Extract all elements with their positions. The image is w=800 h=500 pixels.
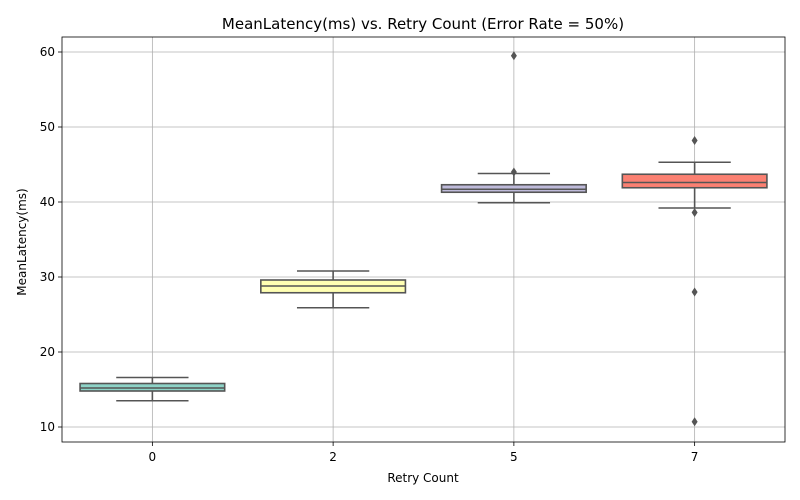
y-tick-label: 50 (40, 120, 55, 134)
box-2 (260, 270, 407, 309)
x-tick-label: 2 (329, 450, 337, 464)
x-tick-label: 5 (510, 450, 518, 464)
plot-frame (61, 36, 786, 443)
y-tick-label: 20 (40, 345, 55, 359)
box-5 (440, 51, 587, 204)
outlier-point (510, 167, 517, 177)
box-7 (621, 136, 768, 427)
boxes (79, 51, 768, 427)
x-tick-label: 7 (691, 450, 699, 464)
y-axis-label: MeanLatency(ms) (15, 188, 29, 295)
axes: 10 20 30 40 50 60 0 2 5 7 (40, 36, 786, 464)
chart-title: MeanLatency(ms) vs. Retry Count (Error R… (222, 15, 624, 33)
outlier-point (691, 417, 698, 427)
box-0 (79, 376, 226, 402)
grid (62, 37, 785, 442)
outlier-point (691, 136, 698, 145)
x-axis-label: Retry Count (387, 471, 459, 485)
y-tick-label: 40 (40, 195, 55, 209)
y-tick-label: 60 (40, 45, 55, 59)
y-tick-label: 30 (40, 270, 55, 284)
y-tick-label: 10 (40, 420, 55, 434)
outlier-point (691, 287, 698, 297)
outlier-point (691, 208, 698, 217)
box-iqr (621, 173, 768, 189)
x-tick-label: 0 (149, 450, 157, 464)
outlier-point (510, 51, 517, 61)
